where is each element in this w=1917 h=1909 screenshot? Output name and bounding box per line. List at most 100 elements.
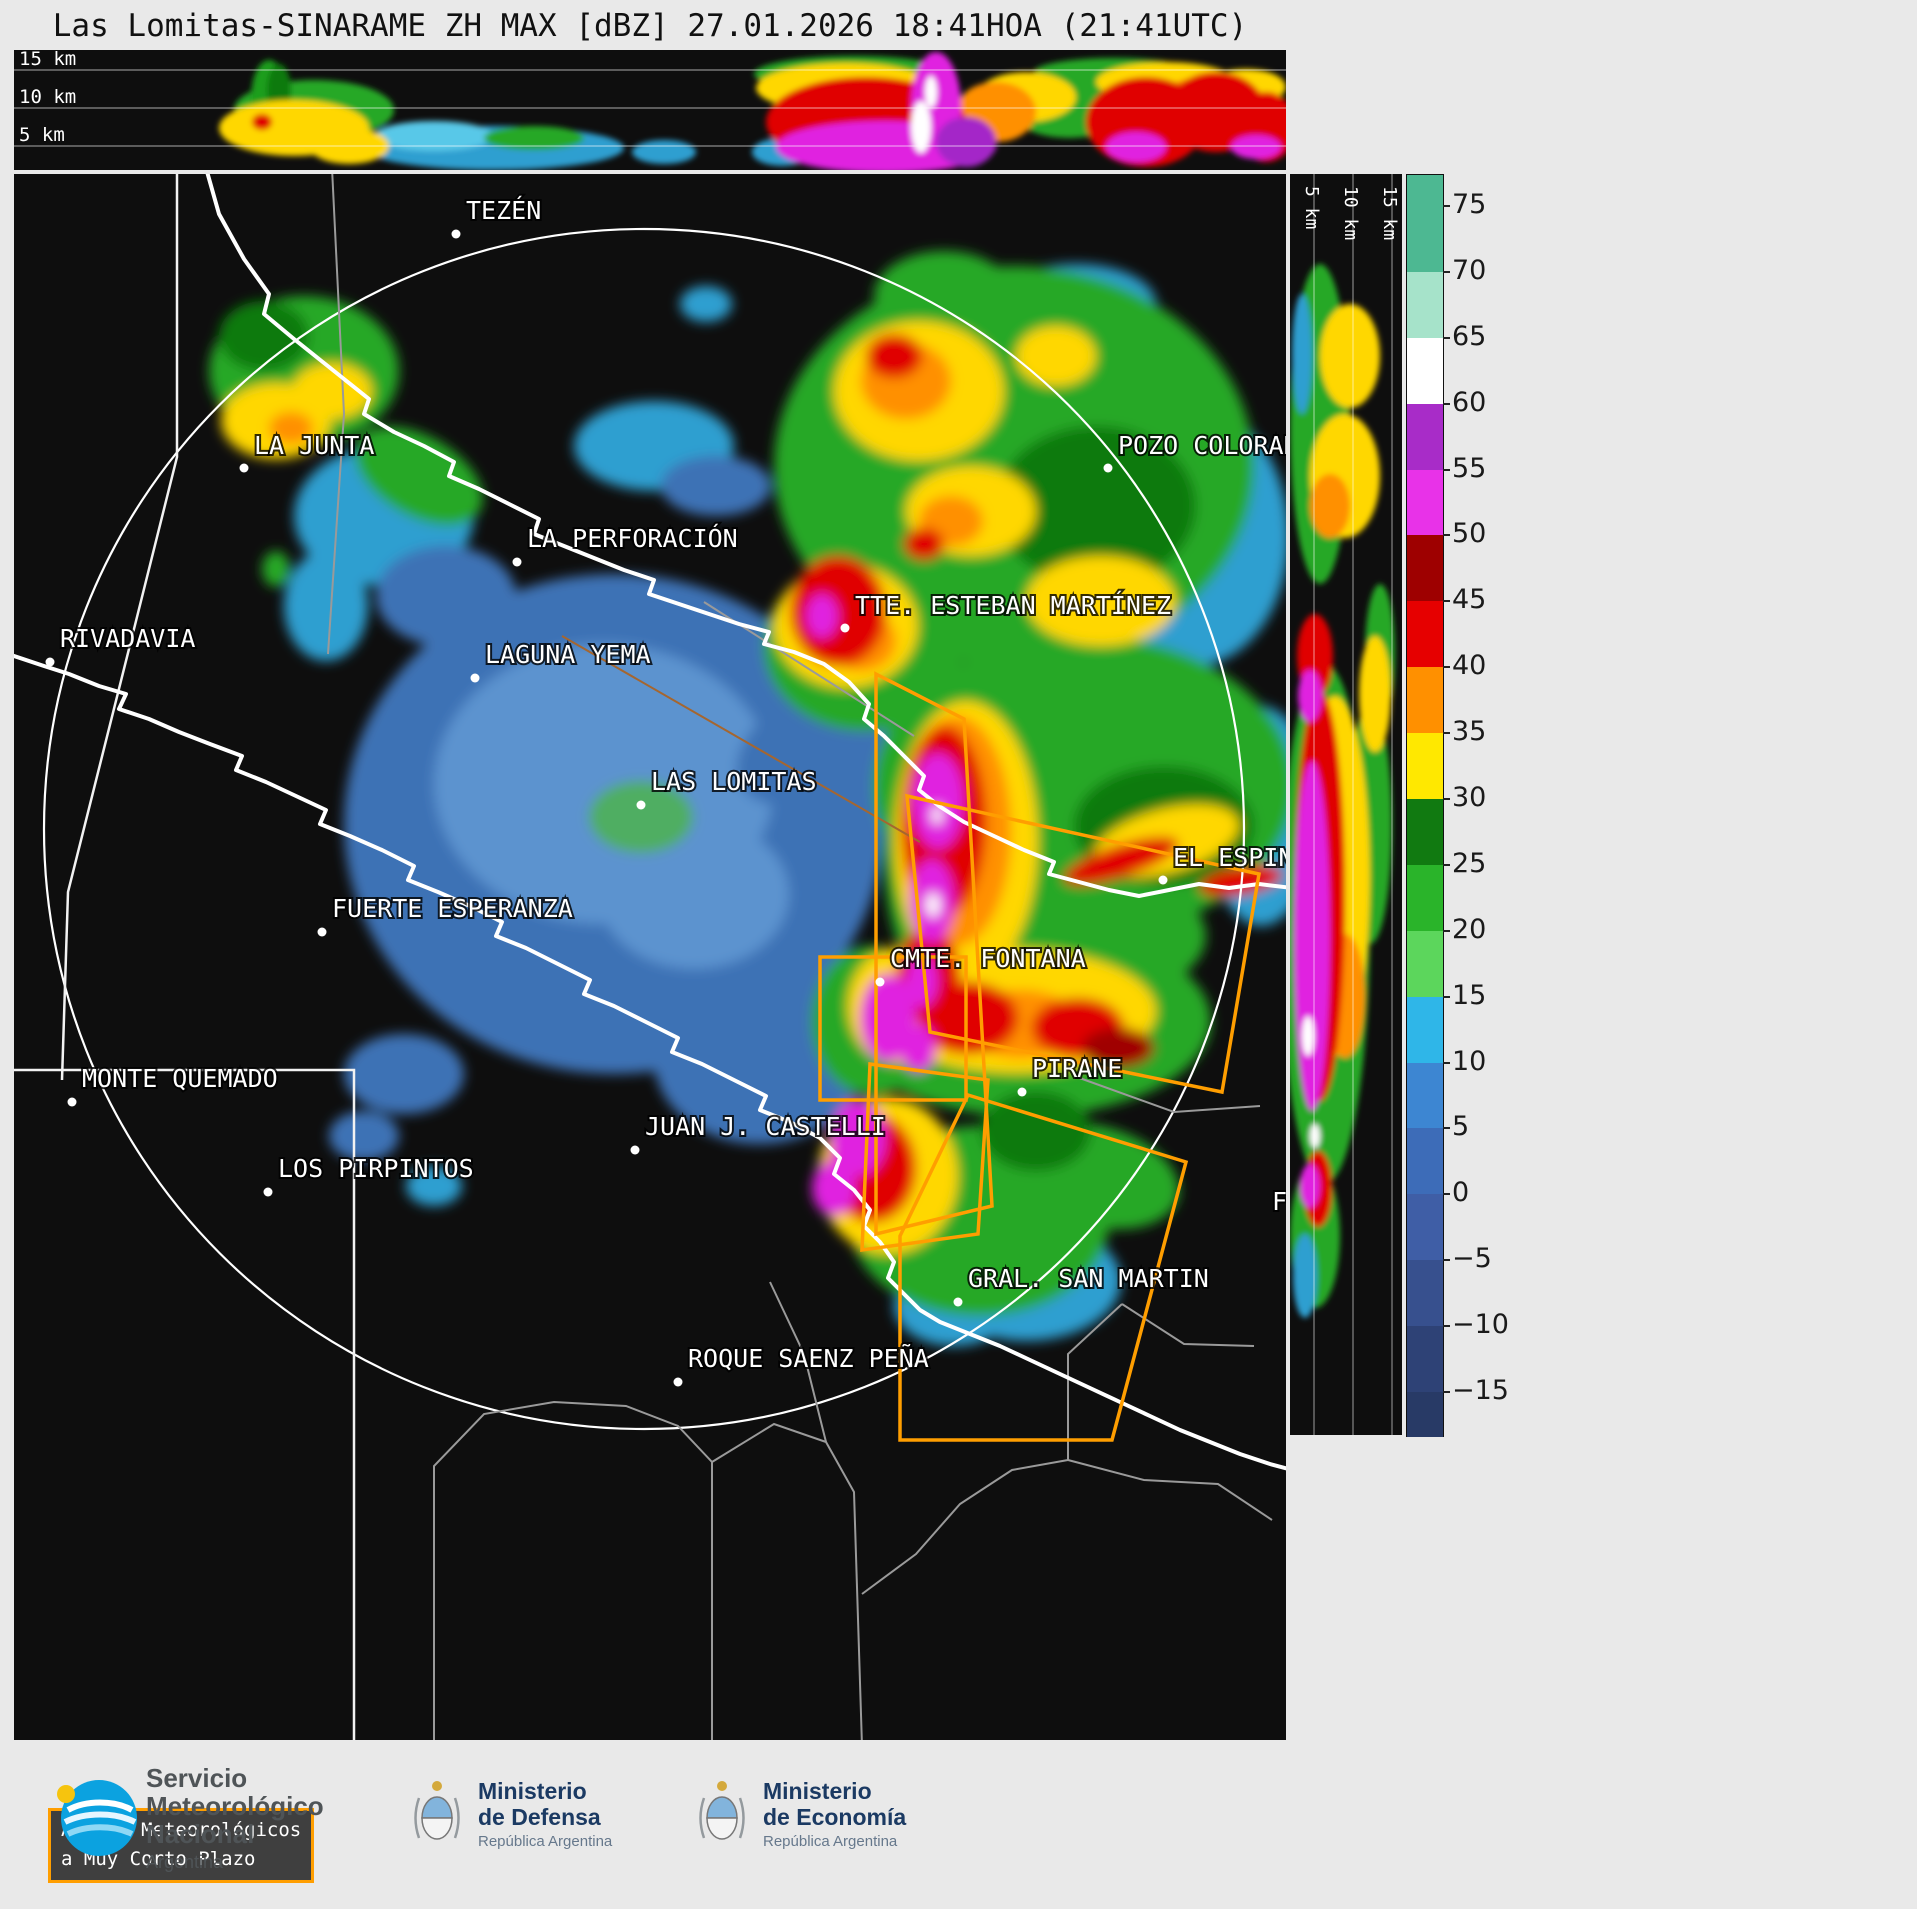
smn-logo-text: Servicio Meteorológico Nacional Argentin… (146, 1764, 324, 1873)
colorbar-tick (1443, 600, 1450, 603)
radar-echo (904, 528, 944, 560)
department-border (1121, 1303, 1255, 1347)
radar-echo (329, 1111, 399, 1161)
warning-polygon (898, 1092, 1189, 1442)
city-label: LA PERFORACIÓN (527, 523, 738, 553)
colorbar-tick-label: 30 (1452, 782, 1487, 813)
province-border (60, 174, 179, 1081)
smn-country: Argentina (146, 1852, 224, 1872)
city-label: CMTE. FONTANA (890, 944, 1086, 973)
colorbar-tick-label: 0 (1452, 1177, 1470, 1209)
colorbar-tick (1443, 402, 1450, 405)
radar-echo (376, 546, 516, 646)
product-title: Las Lomitas-SINARAME ZH MAX [dBZ] 27.01.… (52, 8, 1248, 44)
radar-echo (830, 1100, 886, 1176)
radar-echo (1298, 670, 1322, 722)
radar-echo (996, 426, 1196, 586)
colorbar-tick (1443, 534, 1450, 537)
department-border (433, 1400, 713, 1740)
radar-echo (912, 753, 964, 849)
colorbar-tick (1443, 666, 1450, 669)
city-label: EL ESPINILLO (1173, 843, 1286, 872)
height-label: 15 km (19, 50, 76, 70)
radar-echo (1016, 326, 1096, 386)
colorbar-tick-label: 60 (1452, 386, 1487, 418)
colorbar-tick-label: 45 (1452, 584, 1487, 616)
city-marker (67, 1097, 77, 1107)
vertical-cross-section-side: 5 km 10 km 15 km (1290, 174, 1402, 1435)
city-label: TTE. ESTEBAN MARTÍNEZ (855, 591, 1171, 620)
radar-echo (1082, 1028, 1154, 1068)
radar-echo (806, 594, 838, 638)
city-marker (1017, 1087, 1027, 1097)
city-label: LA JUNTA (254, 431, 374, 460)
radar-echo (1302, 1016, 1314, 1056)
city-label: JUAN J. CASTELLI (645, 1112, 886, 1141)
radar-echo (932, 806, 942, 824)
radar-echo (292, 363, 372, 419)
radar-echo (1026, 556, 1176, 646)
defensa-subtitle: República Argentina (478, 1833, 613, 1850)
radar-echo (284, 551, 368, 661)
radar-echo (981, 1091, 1091, 1171)
colorbar-tick-label: −5 (1452, 1243, 1492, 1275)
reflectivity-colorbar (1406, 174, 1450, 1437)
city-label: POZO COLORADO (1118, 431, 1286, 460)
city-label: RIVADAVIA (60, 624, 195, 653)
city-marker (636, 800, 646, 810)
warning-polygon (905, 793, 1262, 1095)
city-marker (470, 673, 480, 683)
city-marker (1158, 875, 1168, 885)
defensa-coat-of-arms-icon (414, 1781, 460, 1840)
radar-echo (1359, 636, 1391, 752)
department-border (711, 1422, 863, 1740)
river-line (14, 653, 1286, 1471)
radar-echo (1293, 1234, 1317, 1318)
radar-echo (269, 412, 313, 444)
warning-polygon (874, 671, 994, 1237)
city-marker (1103, 463, 1113, 473)
economia-subtitle: República Argentina (763, 1833, 898, 1850)
colorbar-tick-label: 5 (1452, 1111, 1470, 1143)
city-marker (953, 1297, 963, 1307)
colorbar-segment (1407, 1326, 1443, 1393)
colorbar-tick-label: 35 (1452, 716, 1487, 748)
vertical-cross-section-top: 15 km 10 km 5 km (14, 50, 1286, 170)
department-border (327, 174, 346, 655)
colorbar-segment (1407, 403, 1443, 471)
radar-echo-layer (209, 251, 1286, 1346)
smn-name-line3: Nacional (146, 1819, 255, 1849)
radar-echo (936, 117, 996, 167)
colorbar-tick (1443, 863, 1450, 866)
city-marker (512, 557, 522, 567)
city-label: PIRANE (1032, 1054, 1122, 1083)
colorbar-segment (1407, 930, 1443, 998)
radar-echo (661, 456, 771, 516)
colorbar-segment (1407, 733, 1443, 800)
city-label: MONTE QUEMADO (82, 1064, 278, 1093)
height-label: 5 km (1301, 186, 1322, 229)
colorbar-segment (1407, 337, 1443, 405)
colorbar-segment (1407, 996, 1443, 1064)
colorbar-segment (1407, 601, 1443, 668)
radar-echo (589, 781, 693, 853)
colorbar-tick-label: 50 (1452, 518, 1487, 550)
colorbar-tick-label: 70 (1452, 254, 1487, 286)
colorbar-tick-label: 15 (1452, 979, 1487, 1011)
colorbar-tick (1443, 995, 1450, 998)
colorbar-segment (1407, 667, 1443, 734)
colorbar-tick-label: 55 (1452, 452, 1487, 484)
department-border (769, 1281, 827, 1443)
radar-echo (406, 1166, 462, 1206)
colorbar-segment (1407, 535, 1443, 602)
economia-name-line1: Ministerio (763, 1778, 872, 1804)
colorbar-tick-label: 10 (1452, 1045, 1487, 1077)
colorbar-tick (1443, 270, 1450, 273)
radar-echo (790, 556, 886, 666)
radar-echo (344, 1034, 464, 1114)
colorbar-tick (1443, 1193, 1450, 1196)
smn-logo-icon (57, 1780, 137, 1856)
colorbar-tick (1443, 468, 1450, 471)
colorbar-tick (1443, 732, 1450, 735)
height-label: 15 km (1379, 186, 1400, 240)
